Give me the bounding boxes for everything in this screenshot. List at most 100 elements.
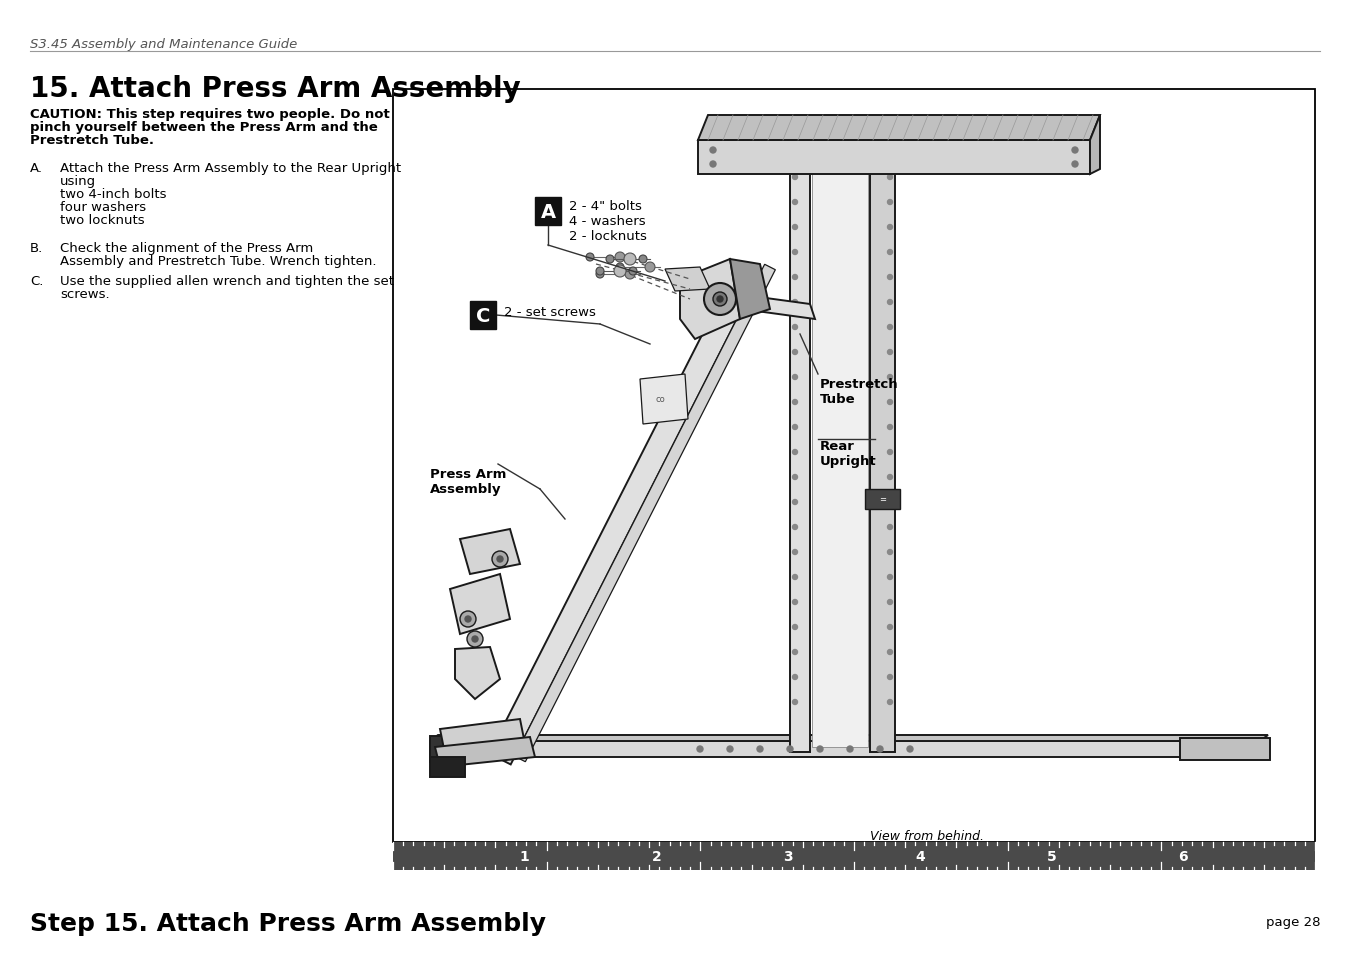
- Polygon shape: [1090, 116, 1100, 174]
- Text: Prestretch
Tube: Prestretch Tube: [820, 377, 898, 406]
- Circle shape: [888, 475, 893, 480]
- Circle shape: [888, 625, 893, 630]
- Polygon shape: [455, 647, 500, 700]
- Circle shape: [793, 251, 797, 255]
- Polygon shape: [870, 148, 894, 752]
- Circle shape: [613, 266, 626, 277]
- Text: 6: 6: [1178, 849, 1188, 863]
- Circle shape: [888, 375, 893, 380]
- Circle shape: [626, 270, 635, 280]
- Circle shape: [817, 746, 823, 752]
- Circle shape: [793, 450, 797, 455]
- Polygon shape: [700, 290, 815, 319]
- Text: 5: 5: [1047, 849, 1056, 863]
- Polygon shape: [430, 758, 465, 778]
- Circle shape: [586, 253, 594, 262]
- Circle shape: [596, 271, 604, 278]
- Text: screws.: screws.: [59, 288, 109, 301]
- Polygon shape: [515, 265, 775, 761]
- Polygon shape: [470, 302, 496, 330]
- Circle shape: [467, 631, 484, 647]
- Circle shape: [793, 200, 797, 205]
- Text: 2 - 4" bolts
4 - washers
2 - locknuts: 2 - 4" bolts 4 - washers 2 - locknuts: [569, 200, 647, 243]
- Polygon shape: [440, 720, 526, 754]
- Circle shape: [793, 375, 797, 380]
- Circle shape: [459, 612, 476, 627]
- Polygon shape: [640, 375, 688, 424]
- Circle shape: [788, 746, 793, 752]
- Circle shape: [793, 300, 797, 305]
- Text: 2 - set screws: 2 - set screws: [504, 306, 596, 318]
- Circle shape: [793, 575, 797, 579]
- Circle shape: [888, 275, 893, 280]
- Circle shape: [793, 500, 797, 505]
- Circle shape: [888, 300, 893, 305]
- Circle shape: [793, 550, 797, 555]
- Text: A: A: [540, 202, 555, 221]
- Polygon shape: [489, 262, 761, 764]
- Bar: [393, 90, 1315, 842]
- Polygon shape: [459, 530, 520, 575]
- Text: =: =: [880, 495, 886, 504]
- Text: 1: 1: [520, 849, 530, 863]
- Circle shape: [888, 700, 893, 705]
- Text: using: using: [59, 174, 96, 188]
- Circle shape: [793, 675, 797, 679]
- Text: S3.45 Assembly and Maintenance Guide: S3.45 Assembly and Maintenance Guide: [30, 38, 297, 51]
- Circle shape: [888, 450, 893, 455]
- Polygon shape: [430, 737, 480, 762]
- Circle shape: [713, 293, 727, 307]
- Circle shape: [717, 296, 723, 303]
- Text: Prestretch Tube.: Prestretch Tube.: [30, 133, 154, 147]
- Text: Use the supplied allen wrench and tighten the set: Use the supplied allen wrench and tighte…: [59, 274, 394, 288]
- Circle shape: [888, 400, 893, 405]
- Polygon shape: [790, 148, 811, 752]
- Polygon shape: [535, 198, 561, 226]
- Circle shape: [793, 275, 797, 280]
- Circle shape: [616, 264, 624, 272]
- Circle shape: [888, 500, 893, 505]
- Text: 15. Attach Press Arm Assembly: 15. Attach Press Arm Assembly: [30, 75, 520, 103]
- Text: Step 15. Attach Press Arm Assembly: Step 15. Attach Press Arm Assembly: [30, 911, 546, 935]
- Text: C: C: [476, 306, 490, 325]
- Polygon shape: [1179, 739, 1270, 760]
- Circle shape: [888, 200, 893, 205]
- Circle shape: [888, 575, 893, 579]
- Text: page 28: page 28: [1266, 915, 1320, 928]
- Circle shape: [465, 617, 471, 622]
- Circle shape: [888, 251, 893, 255]
- Circle shape: [847, 746, 852, 752]
- Circle shape: [639, 255, 647, 264]
- Circle shape: [793, 650, 797, 655]
- Circle shape: [793, 400, 797, 405]
- Circle shape: [888, 350, 893, 355]
- Polygon shape: [812, 158, 867, 747]
- Circle shape: [607, 255, 613, 264]
- Text: B.: B.: [30, 242, 43, 254]
- Polygon shape: [665, 268, 711, 292]
- Circle shape: [1071, 148, 1078, 153]
- Text: co: co: [655, 395, 665, 404]
- Text: four washers: four washers: [59, 201, 146, 213]
- Text: Rear
Upright: Rear Upright: [820, 439, 877, 468]
- Text: two locknuts: two locknuts: [59, 213, 145, 227]
- Circle shape: [888, 650, 893, 655]
- Circle shape: [471, 637, 478, 642]
- Circle shape: [888, 675, 893, 679]
- Circle shape: [888, 225, 893, 231]
- Text: 2: 2: [651, 849, 661, 863]
- Polygon shape: [435, 738, 535, 767]
- Circle shape: [793, 225, 797, 231]
- Circle shape: [888, 325, 893, 330]
- Text: A.: A.: [30, 162, 43, 174]
- Text: 4: 4: [915, 849, 924, 863]
- Circle shape: [615, 253, 626, 263]
- Circle shape: [757, 746, 763, 752]
- Circle shape: [704, 284, 736, 315]
- Polygon shape: [430, 735, 1269, 741]
- Circle shape: [877, 746, 884, 752]
- Circle shape: [727, 746, 734, 752]
- Text: Check the alignment of the Press Arm: Check the alignment of the Press Arm: [59, 242, 313, 254]
- Circle shape: [888, 550, 893, 555]
- Circle shape: [624, 253, 636, 266]
